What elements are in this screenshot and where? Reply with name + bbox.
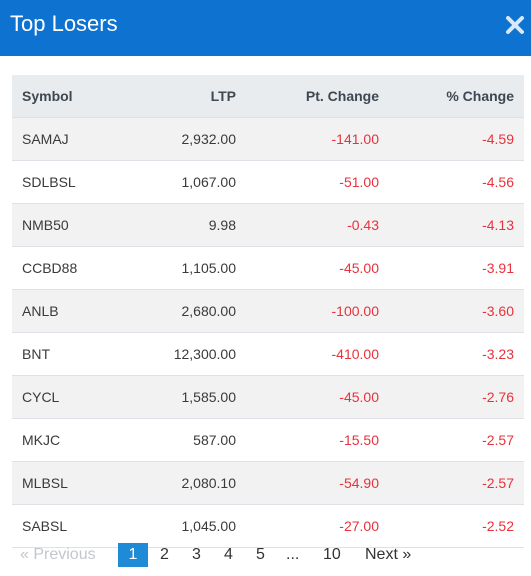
page-link-3[interactable]: 3 — [192, 546, 201, 563]
pct-change-cell: -2.76 — [389, 375, 524, 419]
pct-change-cell: -4.56 — [389, 160, 524, 204]
pct-change-cell: -2.57 — [389, 461, 524, 505]
pt-change-cell: -51.00 — [246, 160, 389, 204]
table-row: SDLBSL 1,067.00 -51.00 -4.56 — [12, 160, 524, 204]
page-link-4[interactable]: 4 — [224, 546, 233, 563]
table-row: CCBD88 1,105.00 -45.00 -3.91 — [12, 246, 524, 290]
symbol-cell: MLBSL — [12, 461, 124, 505]
table-row: MLBSL 2,080.10 -54.90 -2.57 — [12, 461, 524, 505]
close-button[interactable] — [503, 13, 527, 37]
ltp-cell: 1,105.00 — [124, 246, 246, 290]
pt-change-cell: -141.00 — [246, 117, 389, 161]
next-page-link[interactable]: Next » — [365, 546, 412, 563]
page-ellipsis: ... — [286, 546, 300, 563]
symbol-cell: CYCL — [12, 375, 124, 419]
symbol-cell: CCBD88 — [12, 246, 124, 290]
table-row: BNT 12,300.00 -410.00 -3.23 — [12, 332, 524, 376]
table-row: CYCL 1,585.00 -45.00 -2.76 — [12, 375, 524, 419]
pt-change-cell: -15.50 — [246, 418, 389, 462]
ltp-cell: 1,585.00 — [124, 375, 246, 419]
pct-change-cell: -4.13 — [389, 203, 524, 247]
losers-table: Symbol LTP Pt. Change % Change SAMAJ 2,9… — [12, 75, 524, 548]
pt-change-cell: -410.00 — [246, 332, 389, 376]
ltp-cell: 587.00 — [124, 418, 246, 462]
symbol-cell: BNT — [12, 332, 124, 376]
pt-change-cell: -27.00 — [246, 504, 389, 548]
modal-title: Top Losers — [10, 11, 118, 36]
ltp-cell: 2,680.00 — [124, 289, 246, 333]
pt-change-cell: -100.00 — [246, 289, 389, 333]
column-header-ltp[interactable]: LTP — [124, 75, 246, 118]
table-row: ANLB 2,680.00 -100.00 -3.60 — [12, 289, 524, 333]
symbol-cell: SABSL — [12, 504, 124, 548]
pct-change-cell: -3.23 — [389, 332, 524, 376]
column-header-symbol[interactable]: Symbol — [12, 75, 124, 118]
table-row: MKJC 587.00 -15.50 -2.57 — [12, 418, 524, 462]
symbol-cell: ANLB — [12, 289, 124, 333]
pt-change-cell: -0.43 — [246, 203, 389, 247]
symbol-cell: NMB50 — [12, 203, 124, 247]
modal-header: Top Losers — [0, 0, 531, 56]
table-header-row: Symbol LTP Pt. Change % Change — [12, 75, 524, 118]
page-link-2[interactable]: 2 — [160, 546, 169, 563]
page-link-10[interactable]: 10 — [323, 546, 341, 563]
column-header-pct-change[interactable]: % Change — [389, 75, 524, 118]
pct-change-cell: -2.52 — [389, 504, 524, 548]
ltp-cell: 2,080.10 — [124, 461, 246, 505]
symbol-cell: SAMAJ — [12, 117, 124, 161]
page-link-1[interactable]: 1 — [118, 543, 148, 567]
symbol-cell: SDLBSL — [12, 160, 124, 204]
table-row: NMB50 9.98 -0.43 -4.13 — [12, 203, 524, 247]
pt-change-cell: -45.00 — [246, 375, 389, 419]
symbol-cell: MKJC — [12, 418, 124, 462]
pct-change-cell: -3.60 — [389, 289, 524, 333]
pt-change-cell: -45.00 — [246, 246, 389, 290]
pt-change-cell: -54.90 — [246, 461, 389, 505]
previous-page-link[interactable]: « Previous — [20, 546, 96, 563]
page-link-5[interactable]: 5 — [256, 546, 265, 563]
table-row: SABSL 1,045.00 -27.00 -2.52 — [12, 504, 524, 548]
pct-change-cell: -3.91 — [389, 246, 524, 290]
column-header-pt-change[interactable]: Pt. Change — [246, 75, 389, 118]
pct-change-cell: -4.59 — [389, 117, 524, 161]
ltp-cell: 12,300.00 — [124, 332, 246, 376]
pct-change-cell: -2.57 — [389, 418, 524, 462]
ltp-cell: 1,067.00 — [124, 160, 246, 204]
ltp-cell: 9.98 — [124, 203, 246, 247]
close-icon — [506, 16, 524, 34]
ltp-cell: 1,045.00 — [124, 504, 246, 548]
table-row: SAMAJ 2,932.00 -141.00 -4.59 — [12, 117, 524, 161]
ltp-cell: 2,932.00 — [124, 117, 246, 161]
